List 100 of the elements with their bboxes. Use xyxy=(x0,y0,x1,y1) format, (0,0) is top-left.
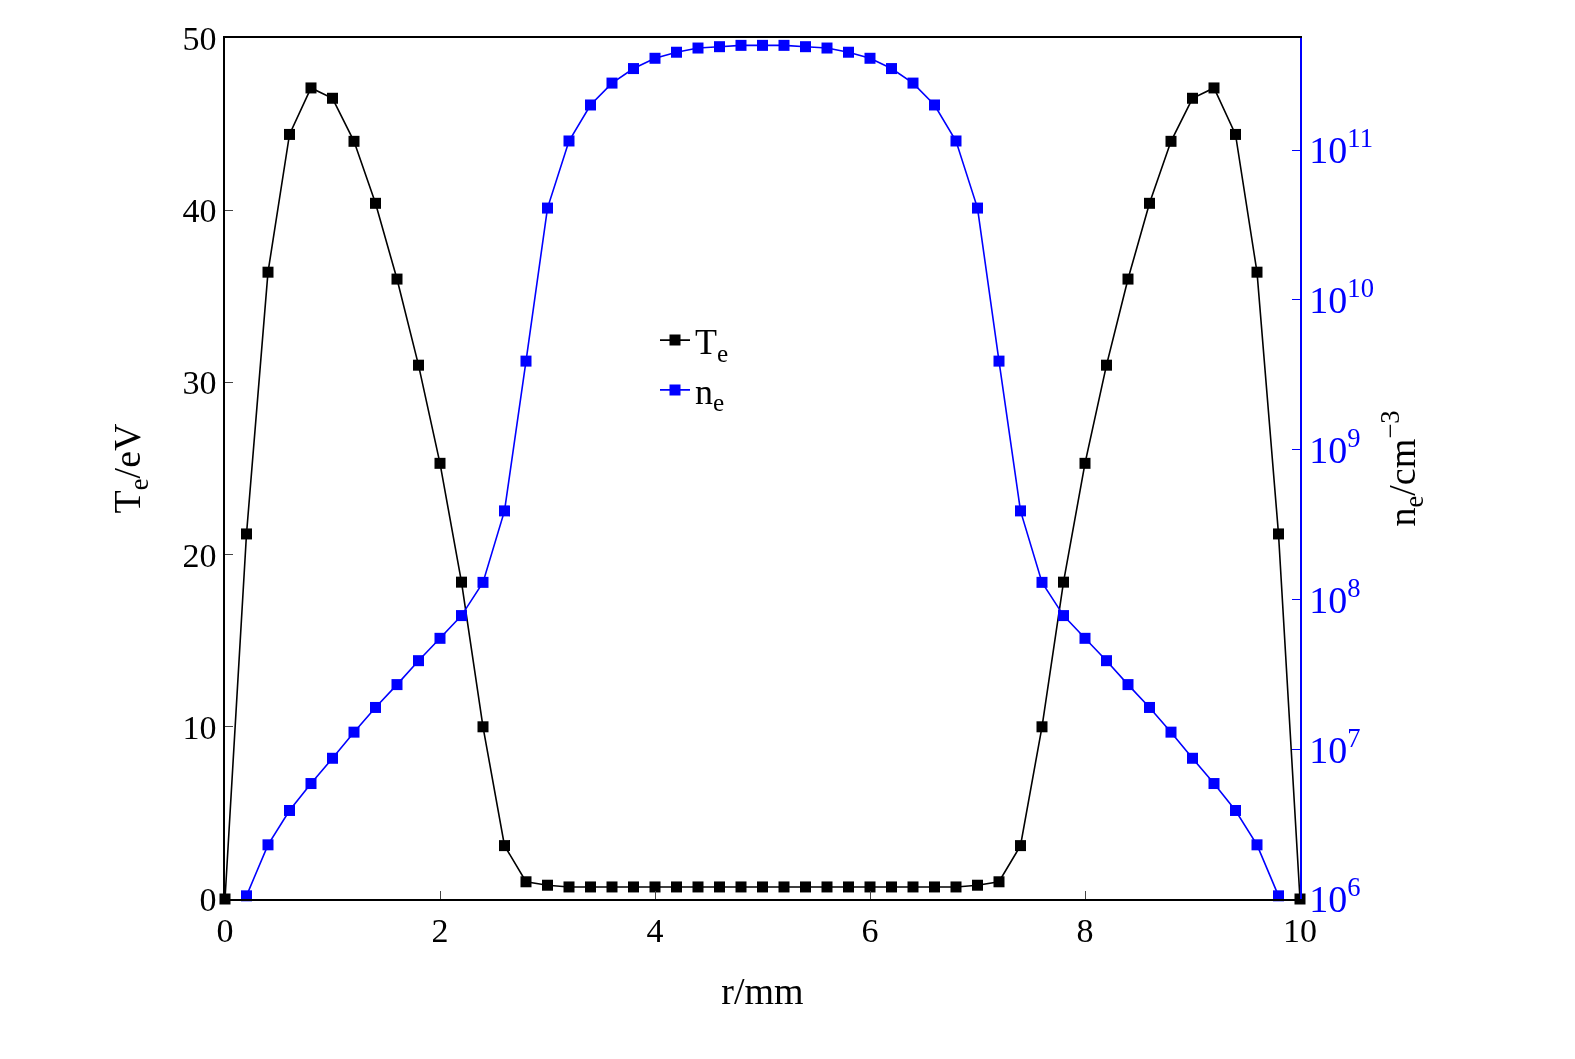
point xyxy=(993,876,1005,888)
point xyxy=(284,804,295,816)
point xyxy=(1122,679,1134,691)
point xyxy=(434,457,446,469)
point xyxy=(714,41,725,53)
point xyxy=(843,46,854,58)
y-tick-label: 30 xyxy=(182,364,217,402)
point xyxy=(1144,197,1155,209)
point xyxy=(864,52,876,64)
point xyxy=(1208,82,1220,94)
point xyxy=(284,128,295,140)
point xyxy=(972,202,983,214)
point xyxy=(413,359,424,371)
point xyxy=(348,726,360,738)
x-tick-label: 8 xyxy=(1076,911,1094,949)
point xyxy=(305,778,317,790)
x-tick-label: 2 xyxy=(431,911,449,949)
point xyxy=(821,881,833,893)
point xyxy=(262,839,274,851)
point xyxy=(1036,721,1048,733)
point xyxy=(563,881,575,893)
point xyxy=(950,881,962,893)
point xyxy=(1144,701,1155,713)
point xyxy=(520,355,532,367)
point xyxy=(1058,610,1069,622)
point xyxy=(348,135,360,147)
point xyxy=(735,881,747,893)
point xyxy=(262,266,274,278)
point xyxy=(1187,92,1198,104)
point xyxy=(950,135,962,147)
point xyxy=(1251,839,1263,851)
point xyxy=(1187,752,1198,764)
point xyxy=(692,42,704,54)
point xyxy=(692,881,704,893)
point xyxy=(542,202,553,214)
y-tick-label: 0 xyxy=(199,880,217,918)
point xyxy=(886,63,897,75)
y2-tick-label: 10$^{11}$ xyxy=(1309,123,1373,172)
point xyxy=(606,881,618,893)
point xyxy=(520,876,532,888)
point xyxy=(757,881,768,893)
point xyxy=(1079,632,1091,644)
point xyxy=(391,273,403,285)
y-tick-label: 40 xyxy=(182,192,217,230)
point xyxy=(434,632,446,644)
point xyxy=(649,881,661,893)
point xyxy=(1015,840,1026,852)
point xyxy=(800,881,811,893)
point xyxy=(929,881,940,893)
point xyxy=(821,42,833,54)
point xyxy=(1165,135,1177,147)
point xyxy=(1208,778,1220,790)
y-tick-label: 50 xyxy=(182,19,217,57)
point xyxy=(456,610,467,622)
legend-label: T$_{e}$ xyxy=(695,322,729,367)
point xyxy=(628,63,639,75)
point xyxy=(649,52,661,64)
point xyxy=(886,881,897,893)
point xyxy=(391,679,403,691)
point xyxy=(929,99,940,111)
point xyxy=(370,197,381,209)
point xyxy=(907,881,919,893)
point xyxy=(778,39,790,51)
point xyxy=(993,355,1005,367)
point xyxy=(778,881,790,893)
point xyxy=(563,135,575,147)
point xyxy=(757,39,768,51)
point xyxy=(456,576,467,588)
y2-tick-label: 10$^{8}$ xyxy=(1309,572,1361,621)
point xyxy=(1251,266,1263,278)
point xyxy=(800,41,811,53)
point xyxy=(735,39,747,51)
y2-tick-label: 10$^{9}$ xyxy=(1309,422,1361,471)
point xyxy=(606,77,618,89)
legend-label: n$_{e}$ xyxy=(695,371,725,417)
x-tick-label: 6 xyxy=(861,911,879,949)
point xyxy=(1036,576,1048,588)
y-tick-label: 10 xyxy=(182,708,217,746)
point xyxy=(305,82,317,94)
point xyxy=(628,881,639,893)
point xyxy=(370,701,381,713)
point xyxy=(1230,804,1241,816)
point xyxy=(477,576,489,588)
x-tick-label: 4 xyxy=(646,911,664,949)
x-axis-title: r/mm xyxy=(721,970,804,1013)
point xyxy=(714,881,725,893)
point xyxy=(671,881,682,893)
point xyxy=(1165,726,1177,738)
point xyxy=(542,879,553,891)
point xyxy=(1015,505,1026,517)
point xyxy=(585,99,596,111)
point xyxy=(1122,273,1134,285)
point xyxy=(671,46,682,58)
point xyxy=(843,881,854,893)
point xyxy=(864,881,876,893)
y-tick-label: 20 xyxy=(182,536,217,574)
y2-tick-label: 10$^{10}$ xyxy=(1309,273,1374,322)
point xyxy=(585,881,596,893)
point xyxy=(327,752,338,764)
point xyxy=(1058,576,1069,588)
